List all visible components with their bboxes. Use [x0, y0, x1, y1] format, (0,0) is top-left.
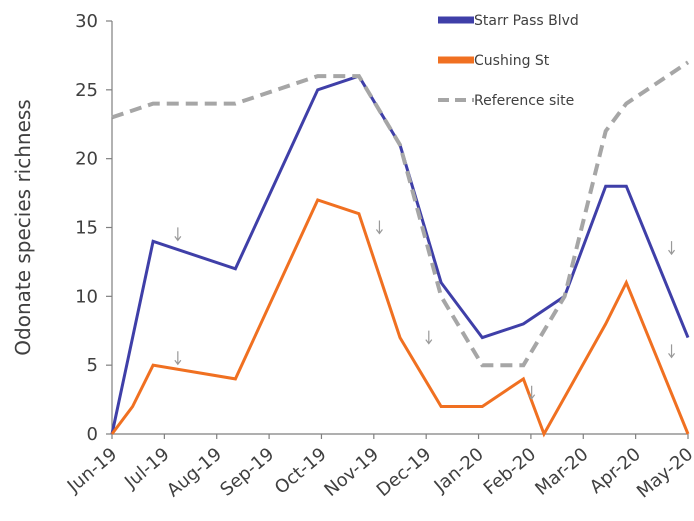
x-tick-label: Dec-19 — [373, 444, 436, 501]
y-tick-label: 30 — [75, 11, 98, 32]
series-line-2 — [110, 198, 690, 438]
x-tick-label: May-20 — [633, 444, 694, 503]
y-tick-label: 25 — [75, 80, 98, 101]
x-tick-label: Aug-19 — [163, 444, 226, 502]
y-tick-label: 20 — [75, 149, 98, 170]
y-tick-label: 10 — [75, 286, 98, 307]
x-tick-label: Jan-20 — [430, 444, 488, 497]
down-arrow-icon — [668, 241, 676, 256]
x-tick-label: Nov-19 — [320, 444, 383, 501]
x-tick-label: Mar-20 — [531, 444, 592, 500]
legend-label-3: Reference site — [474, 93, 574, 109]
series-line-3 — [111, 60, 690, 368]
x-tick-label: Sep-19 — [216, 444, 278, 501]
y-tick-label: 5 — [87, 355, 98, 376]
series-line-1 — [110, 74, 690, 435]
x-tick-label: Jun-19 — [63, 444, 121, 498]
y-tick-label: 15 — [75, 218, 98, 239]
down-arrow-icon — [528, 385, 536, 400]
y-tick-label: 0 — [87, 424, 98, 445]
down-arrow-icon — [425, 330, 433, 345]
down-arrow-icon — [174, 227, 182, 242]
down-arrow-icon — [174, 351, 182, 366]
legend-label-2: Cushing St — [474, 53, 550, 69]
down-arrow-icon — [668, 344, 676, 359]
legend-label-1: Starr Pass Blvd — [474, 13, 579, 29]
x-tick-label: Oct-19 — [271, 444, 331, 499]
down-arrow-icon — [375, 220, 383, 235]
y-axis-title: Odonate species richness — [11, 99, 35, 355]
x-tick-label: Feb-20 — [480, 444, 540, 499]
